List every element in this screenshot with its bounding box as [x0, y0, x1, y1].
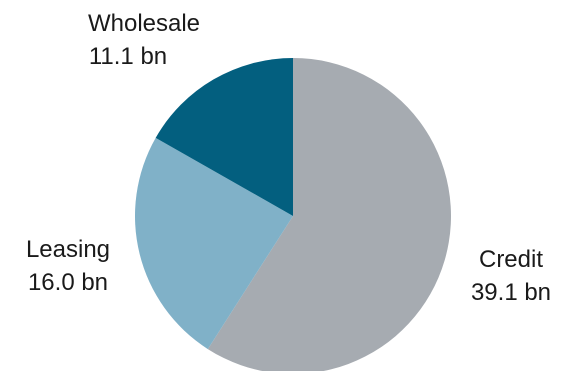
- label-credit-name: Credit: [479, 246, 543, 273]
- label-leasing-name: Leasing: [26, 236, 110, 263]
- slice-wholesale: [155, 58, 293, 216]
- label-credit-value: 39.1 bn: [471, 279, 551, 306]
- slice-leasing: [134, 137, 293, 350]
- label-wholesale-value: 11.1 bn: [89, 43, 167, 70]
- pie-slices: [134, 58, 451, 371]
- slice-credit: [207, 58, 451, 371]
- label-wholesale-name: Wholesale: [88, 10, 200, 37]
- label-leasing-value: 16.0 bn: [28, 269, 108, 296]
